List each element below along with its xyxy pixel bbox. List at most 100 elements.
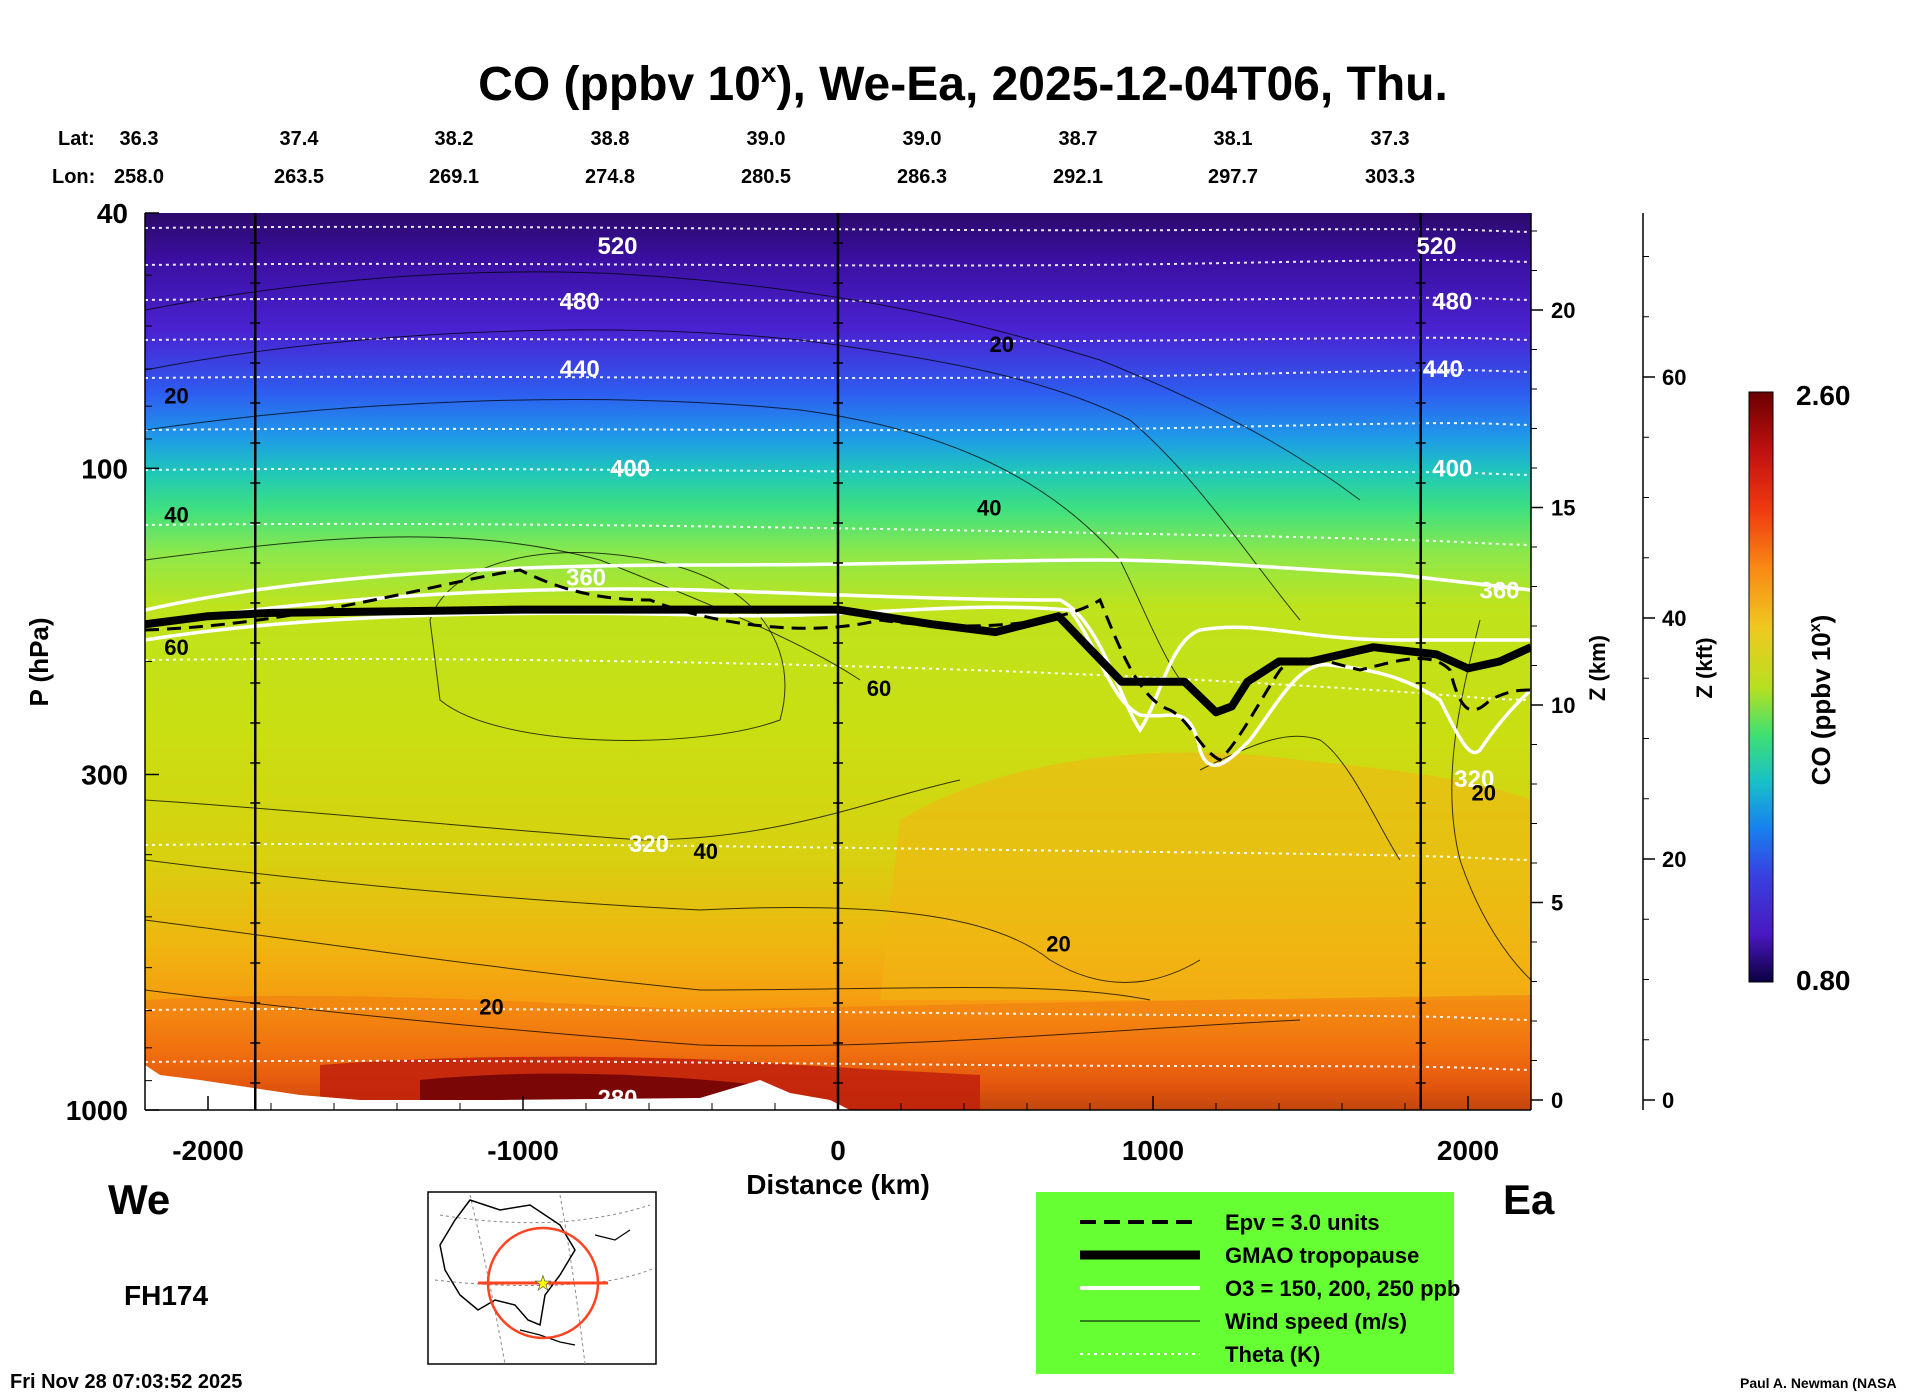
wind-contour	[145, 859, 1201, 983]
theta-contour	[145, 842, 1531, 861]
y-ticks: 40 100 300 1000	[66, 198, 159, 1126]
lat-value: 37.3	[1371, 128, 1410, 150]
lon-value: 286.3	[897, 166, 947, 188]
lon-value: 258.0	[114, 166, 164, 188]
co-plume-mid	[880, 752, 1531, 1000]
y-tick-label: 100	[81, 453, 128, 484]
credit: Paul A. Newman (NASA	[1740, 1375, 1897, 1391]
lon-value: 303.3	[1365, 166, 1415, 188]
o3-contour	[145, 587, 1531, 734]
o3-contour	[145, 558, 1531, 612]
x-tick-label: -1000	[487, 1135, 559, 1166]
z-km-tick-label: 15	[1551, 496, 1575, 521]
locator-map: ★	[427, 1191, 657, 1365]
theta-contour	[145, 369, 1531, 379]
theta-contour	[145, 422, 1531, 432]
z-kft-tick-label: 0	[1662, 1088, 1674, 1113]
wind-label: 60	[867, 676, 891, 701]
lat-value: 38.1	[1214, 128, 1253, 150]
lat-value: 39.0	[903, 128, 942, 150]
theta-label: 360	[1479, 577, 1519, 604]
lat-value: 37.4	[280, 128, 320, 150]
z-km-label: Z (km)	[1585, 635, 1610, 701]
y-tick-label: 40	[97, 198, 128, 229]
wind-contour	[145, 271, 1361, 501]
theta-label: 280	[597, 1086, 637, 1113]
wind-lines	[145, 271, 1531, 1047]
theta-contour	[145, 1007, 1531, 1021]
x-ticks: -2000 -1000 0 1000 2000	[172, 1096, 1499, 1166]
theta-label: 400	[610, 455, 650, 482]
wind-label: 20	[990, 332, 1014, 357]
wind-contour	[145, 779, 961, 841]
colorbar	[1748, 391, 1774, 983]
lon-value: 280.5	[741, 166, 791, 188]
theta-contour	[145, 336, 1531, 343]
z-kft-label: Z (kft)	[1692, 637, 1717, 698]
x-axis-label: Distance (km)	[746, 1169, 930, 1200]
lon-value: 263.5	[274, 166, 324, 188]
theta-label: 400	[1432, 455, 1472, 482]
forecast-hour: FH174	[124, 1280, 208, 1311]
wind-label: 20	[1046, 931, 1070, 956]
theta-label: 320	[1454, 766, 1494, 793]
z-kft-ticks: 0 20 40 60	[1643, 256, 1686, 1113]
wind-label: 20	[164, 384, 188, 409]
theta-contour	[145, 522, 1531, 546]
lon-label: Lon:	[52, 166, 95, 188]
wind-contour	[1199, 735, 1401, 861]
legend-label: Theta (K)	[1225, 1342, 1320, 1367]
theta-contour	[145, 657, 1531, 701]
timestamp: Fri Nov 28 07:03:52 2025	[10, 1371, 242, 1393]
legend-label: O3 = 150, 200, 250 ppb	[1225, 1276, 1460, 1301]
lon-values: 258.0 263.5 269.1 274.8 280.5 286.3 292.1 297.7…	[114, 166, 1415, 188]
lat-value: 38.2	[435, 128, 474, 150]
contour-labels: 5204804404003603202805204804404003603202…	[164, 233, 1519, 1113]
vertical-markers	[250, 213, 1426, 1110]
legend-label: GMAO tropopause	[1225, 1243, 1419, 1268]
map-coastline	[439, 1199, 576, 1327]
theta-label: 360	[566, 565, 606, 592]
lat-value: 38.7	[1059, 128, 1098, 150]
wind-label: 40	[164, 502, 188, 527]
z-km-tick-label: 20	[1551, 298, 1575, 323]
theta-contour	[145, 467, 1531, 476]
y-axis-label: P (hPa)	[24, 617, 54, 706]
lat-value: 38.8	[591, 128, 630, 150]
wind-contour	[145, 399, 1201, 701]
east-label: Ea	[1503, 1176, 1555, 1223]
theta-label: 440	[1423, 356, 1463, 383]
theta-label: 480	[1432, 289, 1472, 316]
lon-value: 297.7	[1208, 166, 1258, 188]
wind-label: 20	[1472, 780, 1496, 805]
lat-value: 36.3	[120, 128, 159, 150]
z-kft-tick-label: 40	[1662, 606, 1686, 631]
epv-path	[145, 568, 1531, 762]
chart-title: CO (ppbv 10x), We-Ea, 2025-12-04T06, Thu…	[478, 57, 1448, 111]
x-tick-label: 2000	[1437, 1135, 1499, 1166]
wind-contour	[145, 989, 1301, 1047]
wind-label: 20	[479, 995, 503, 1020]
lat-values: 36.3 37.4 38.2 38.8 39.0 39.0 38.7 38.1 37.3	[120, 128, 1410, 150]
theta-label: 520	[597, 233, 637, 260]
theta-label: 480	[560, 289, 600, 316]
terrain	[145, 1065, 850, 1110]
theta-label: 520	[1416, 233, 1456, 260]
epv-line	[145, 568, 1531, 762]
theta-contour	[145, 296, 1531, 303]
z-kft-tick-label: 20	[1662, 847, 1686, 872]
x-tick-label: 0	[830, 1135, 846, 1166]
z-km-tick-label: 10	[1551, 693, 1575, 718]
legend-label: Wind speed (m/s)	[1225, 1309, 1407, 1334]
wind-contour	[1451, 619, 1531, 981]
lat-label: Lat:	[58, 128, 95, 150]
wind-contour	[429, 552, 786, 741]
lon-value: 274.8	[585, 166, 635, 188]
y-tick-label: 1000	[66, 1095, 128, 1126]
theta-contour	[145, 225, 1531, 233]
tropopause-line	[145, 605, 1531, 717]
x-tick-label: -2000	[172, 1135, 244, 1166]
theta-label: 440	[560, 356, 600, 383]
